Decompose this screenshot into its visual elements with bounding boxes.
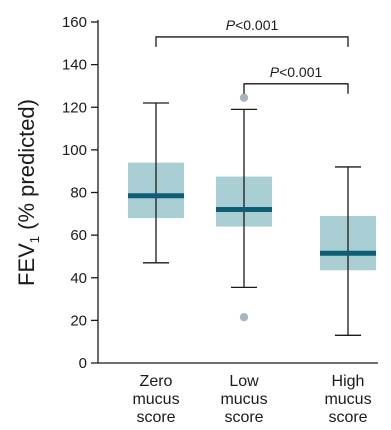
p-value: <0.001: [235, 17, 278, 33]
significance-bracket: P<0.001: [243, 64, 349, 94]
p-letter: P: [226, 17, 236, 33]
y-tick-label: 80: [70, 185, 87, 202]
category-label: Low mucus score: [220, 373, 267, 426]
y-tick-label: 60: [70, 227, 87, 244]
category-label: Zero mucus score: [132, 373, 179, 426]
category-label-line: score: [328, 409, 367, 426]
y-tick-label: 0: [79, 355, 87, 372]
y-tick-label: 100: [62, 142, 87, 159]
category-label-line: mucus: [132, 391, 179, 408]
y-tick-label: 140: [62, 57, 87, 74]
axes: [97, 20, 378, 364]
y-axis-label: FEV1 (% predicted): [14, 99, 42, 286]
category-label-line: score: [136, 409, 175, 426]
y-axis-title-rest: (% predicted): [14, 99, 39, 236]
p-value-label: P<0.001: [270, 64, 323, 80]
bracket-line: [155, 36, 349, 47]
p-letter: P: [270, 64, 280, 80]
category-label-line: High: [332, 373, 365, 390]
boxes: [128, 93, 376, 336]
significance-bracket: P<0.001: [155, 17, 349, 47]
p-value-label: P<0.001: [226, 17, 279, 33]
y-axis-title-main: FEV: [14, 243, 39, 286]
outlier-point: [239, 93, 249, 102]
bracket-line: [243, 83, 349, 94]
outlier-point: [239, 312, 249, 322]
category-label-line: mucus: [220, 391, 267, 408]
box-group: [320, 166, 376, 336]
y-tick-label: 160: [62, 14, 87, 31]
category-label-line: score: [224, 409, 263, 426]
p-value: <0.001: [279, 64, 322, 80]
y-tick-label: 120: [62, 99, 87, 116]
category-label-line: Zero: [140, 373, 173, 390]
category-label-line: Low: [229, 373, 259, 390]
y-tick-label: 20: [70, 312, 87, 329]
y-tick-label: 40: [70, 270, 87, 287]
y-axis-title: FEV1 (% predicted): [14, 99, 42, 286]
box-group: [216, 93, 272, 322]
category-label-line: mucus: [324, 391, 371, 408]
category-label: High mucus score: [324, 373, 371, 426]
y-axis-title-subscript: 1: [27, 236, 42, 243]
box-group: [128, 102, 184, 264]
y-ticks: 0 20 40 60 80 100 120 140 160: [62, 14, 98, 372]
